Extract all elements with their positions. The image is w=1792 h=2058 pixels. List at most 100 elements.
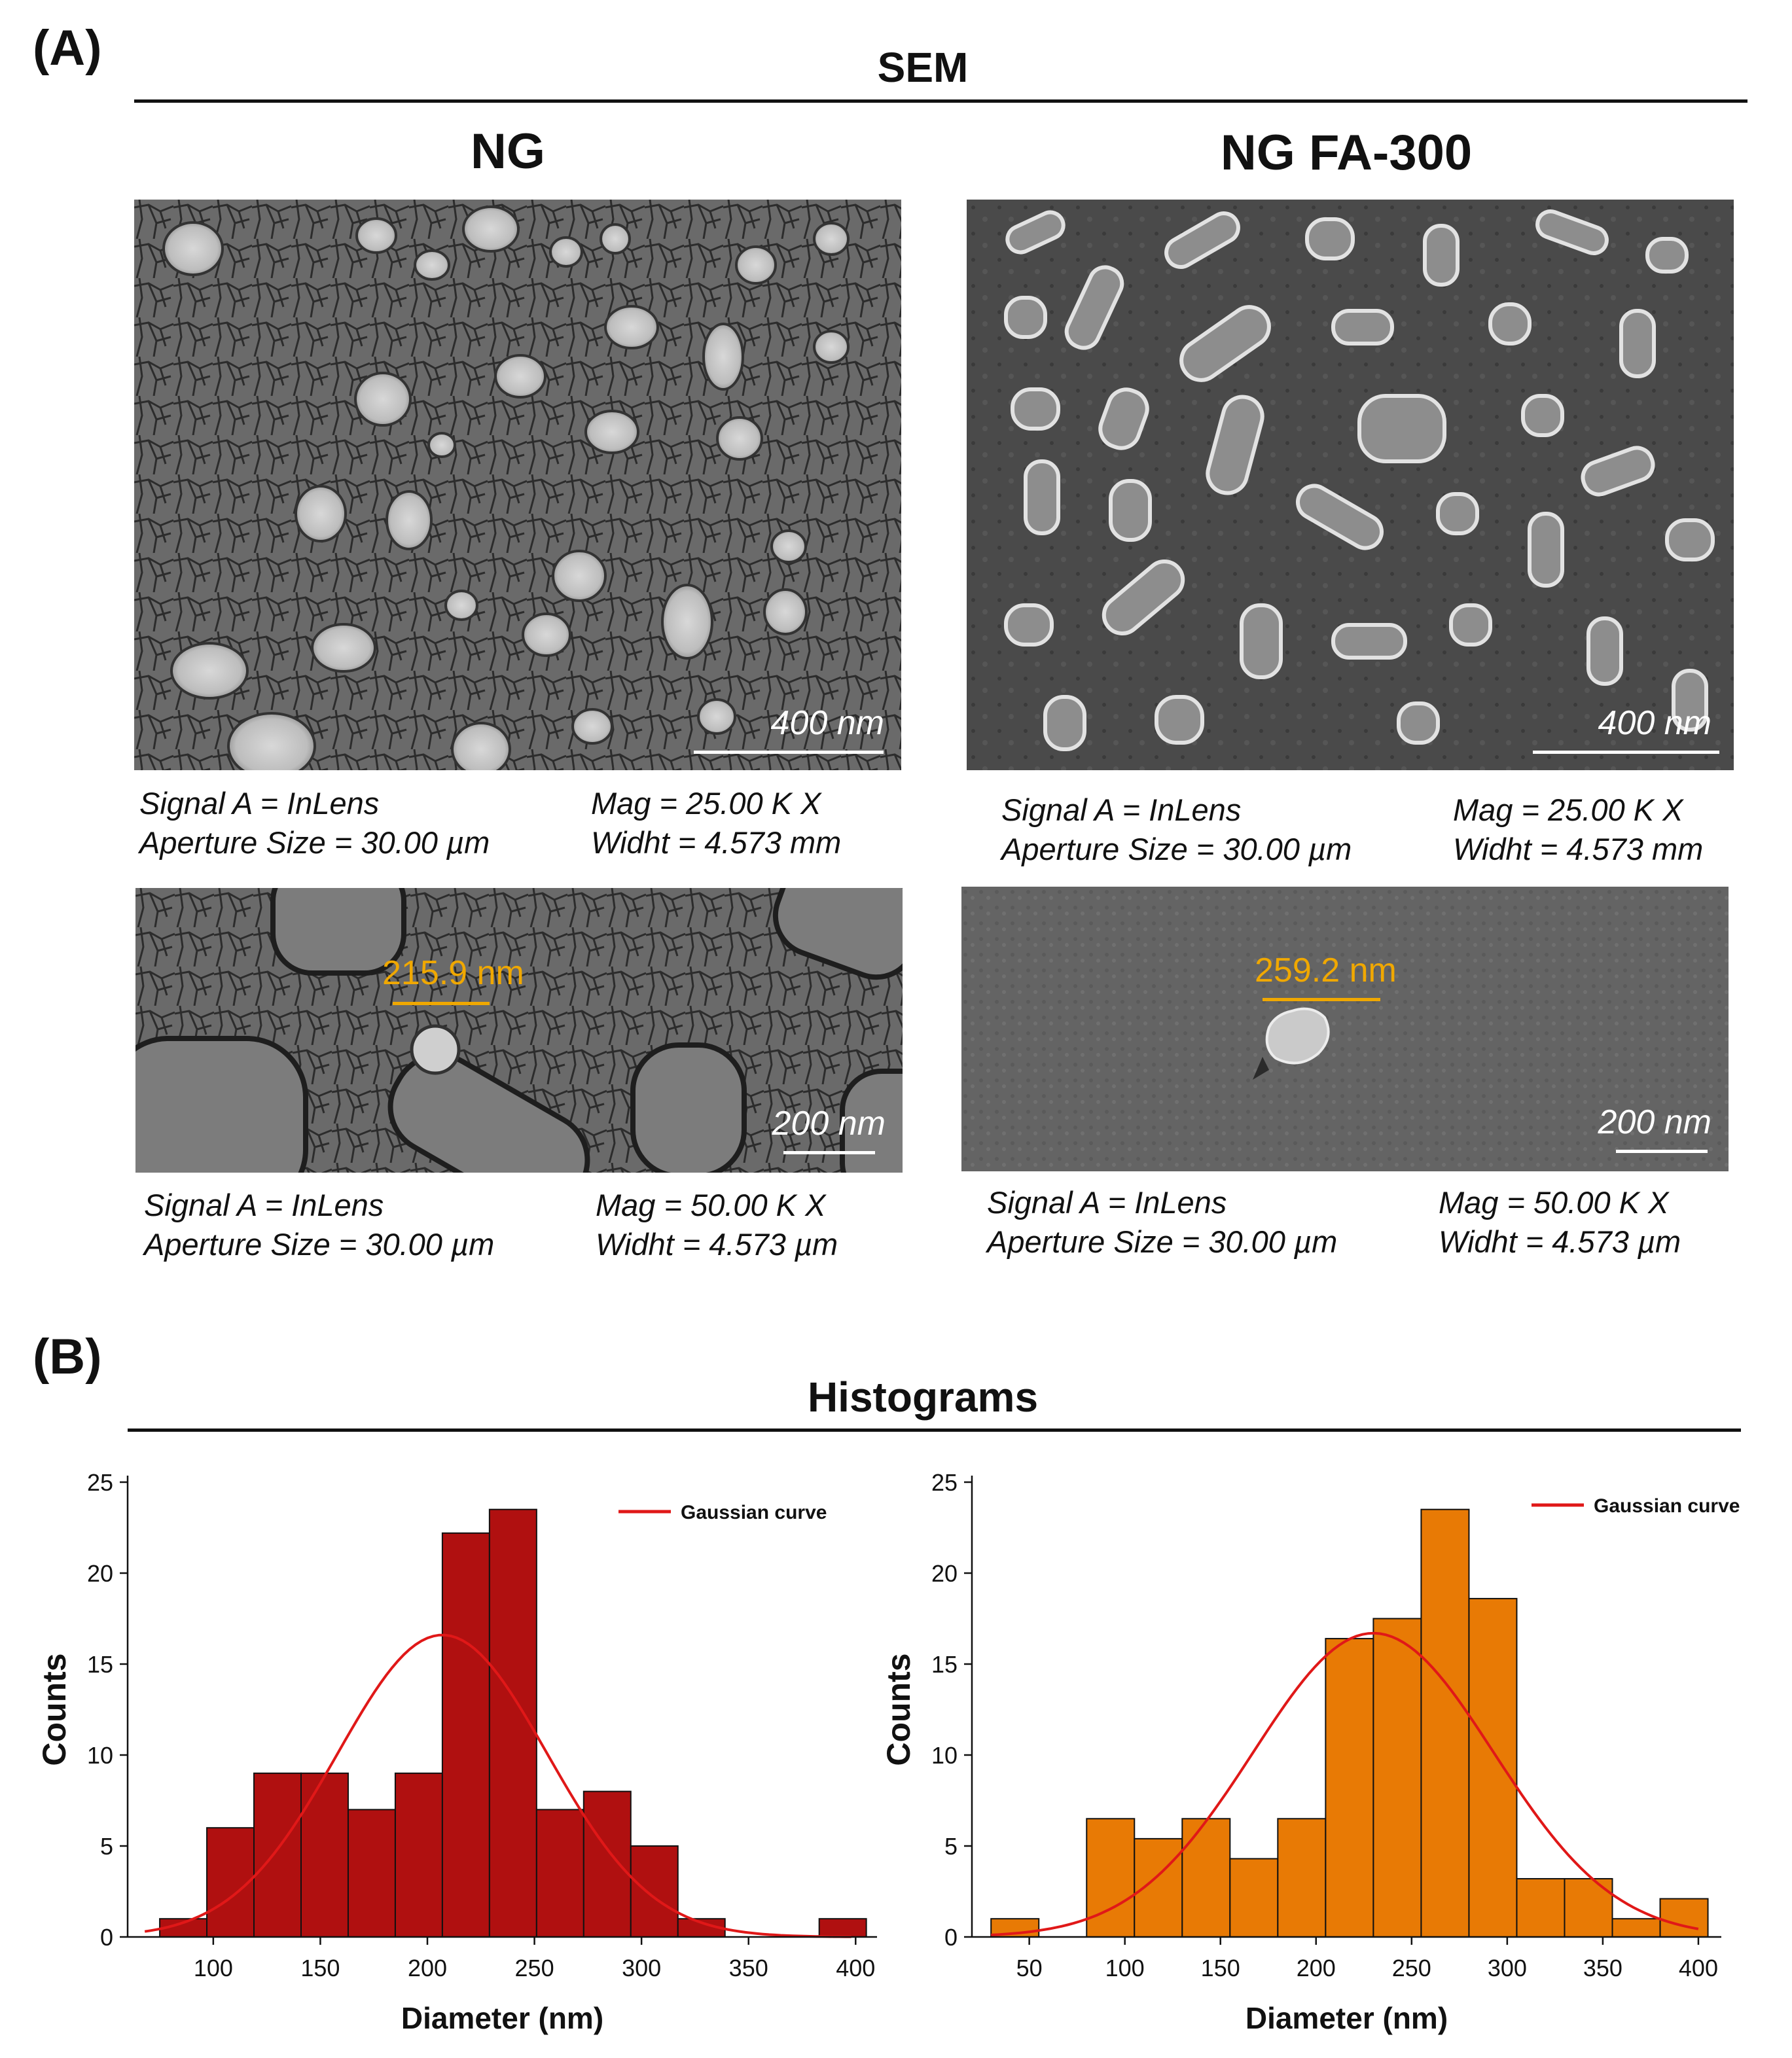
histograms-title-rule xyxy=(128,1428,1741,1432)
y-tick-label: 5 xyxy=(100,1833,113,1860)
histogram-bar xyxy=(1468,1597,1518,1938)
histogram-bar xyxy=(1372,1618,1422,1938)
measurement-bar-ng xyxy=(393,1002,490,1005)
meta-aperture: Aperture Size = 30.00 µm xyxy=(139,825,490,860)
meta-ng-fa300-25k: Signal A = InLens Aperture Size = 30.00 … xyxy=(1001,790,1352,869)
scale-label-ng-25k: 400 nm xyxy=(770,704,884,742)
measurement-label-ng-fa300: 259.2 nm xyxy=(1255,951,1397,989)
histogram-bar xyxy=(1086,1818,1136,1938)
y-tick-label: 15 xyxy=(931,1651,958,1678)
scale-label-ng-50k: 200 nm xyxy=(772,1105,886,1143)
histogram-bar xyxy=(441,1532,490,1938)
meta-signal: Signal A = InLens xyxy=(139,786,380,821)
meta-ng-25k: Signal A = InLens Aperture Size = 30.00 … xyxy=(139,784,490,862)
y-tick-label: 5 xyxy=(944,1833,958,1860)
meta-signal: Signal A = InLens xyxy=(987,1185,1227,1220)
panel-a-label: (A) xyxy=(33,20,102,76)
meta-width: Widht = 4.573 mm xyxy=(1453,832,1704,866)
histogram-bar xyxy=(347,1809,396,1938)
meta-mag: Mag = 25.00 K X xyxy=(1453,792,1683,827)
sem-image-ng-fa300-50k: 259.2 nm 200 nm xyxy=(961,887,1729,1171)
meta-mag: Mag = 25.00 K X xyxy=(591,786,821,821)
x-axis-label: Diameter (nm) xyxy=(1245,2001,1448,2035)
legend-label: Gaussian curve xyxy=(681,1502,827,1523)
y-tick-label: 10 xyxy=(87,1742,113,1769)
meta-aperture: Aperture Size = 30.00 µm xyxy=(144,1227,495,1262)
histogram-ng: 0 5 10 15 20 25 100 150 200 250 300 350 400 Diameter … xyxy=(26,1459,897,2048)
sem-section-title: SEM xyxy=(877,44,969,91)
histograms-section-title: Histograms xyxy=(807,1374,1039,1421)
histogram-ng-fa300-svg: 0 5 10 15 20 25 50 100 150 200 250 300 350 400 Diamete… xyxy=(880,1469,1740,2035)
histogram-bar xyxy=(1611,1918,1661,1938)
x-tick-label: 150 xyxy=(1201,1955,1240,1981)
histogram-bar xyxy=(582,1790,632,1938)
histogram-bar xyxy=(630,1845,679,1938)
meta-ng-50k: Signal A = InLens Aperture Size = 30.00 … xyxy=(144,1186,494,1264)
x-tick-label: 300 xyxy=(1488,1955,1527,1981)
meta-ng-fa300-50k: Signal A = InLens Aperture Size = 30.00 … xyxy=(987,1183,1337,1262)
meta-signal: Signal A = InLens xyxy=(144,1188,384,1222)
histogram-bar xyxy=(818,1918,867,1938)
legend-label: Gaussian curve xyxy=(1594,1495,1740,1517)
histogram-bar xyxy=(1516,1878,1566,1938)
sem-image-ng-fa300-25k: 400 nm xyxy=(967,200,1734,770)
histogram-bar xyxy=(1420,1508,1470,1938)
histogram-bar xyxy=(535,1809,584,1938)
sem-image-ng-50k: 215.9 nm 200 nm xyxy=(135,888,903,1173)
histogram-bar xyxy=(1659,1898,1709,1938)
histogram-bar xyxy=(1325,1638,1374,1938)
measurement-bar-ng-fa300 xyxy=(1263,998,1380,1001)
x-tick-label: 300 xyxy=(622,1955,661,1981)
y-axis-label: Counts xyxy=(36,1653,73,1765)
x-tick-label: 200 xyxy=(1297,1955,1336,1981)
ng-fa300-column-title: NG FA-300 xyxy=(1220,125,1473,181)
histogram-bar xyxy=(206,1827,255,1938)
scale-bar-ng-fa300-50k xyxy=(1616,1150,1708,1153)
histogram-bar xyxy=(1229,1858,1279,1938)
scale-label-ng-fa300-50k: 200 nm xyxy=(1598,1103,1711,1141)
x-tick-label: 350 xyxy=(729,1955,768,1981)
y-tick-label: 20 xyxy=(931,1560,958,1587)
x-tick-label: 250 xyxy=(515,1955,554,1981)
sem-title-rule xyxy=(134,99,1747,103)
scale-bar-ng-25k xyxy=(694,751,884,754)
x-axis-label: Diameter (nm) xyxy=(401,2001,603,2035)
x-tick-label: 100 xyxy=(1105,1955,1145,1981)
measurement-label-ng: 215.9 nm xyxy=(382,954,524,992)
scale-label-ng-fa300-25k: 400 nm xyxy=(1598,704,1711,742)
y-tick-label: 20 xyxy=(87,1560,113,1587)
meta-width: Widht = 4.573 µm xyxy=(596,1227,838,1262)
histogram-ng-svg: 0 5 10 15 20 25 100 150 200 250 300 350 400 Diameter … xyxy=(36,1469,877,2035)
y-axis-label: Counts xyxy=(880,1653,917,1765)
sem-image-ng-25k: 400 nm xyxy=(134,200,901,770)
histogram-bar xyxy=(394,1772,443,1938)
ng-column-title: NG xyxy=(471,124,545,179)
meta-ng-50k-right: Mag = 50.00 K X Widht = 4.573 µm xyxy=(596,1186,838,1264)
meta-ng-fa300-25k-right: Mag = 25.00 K X Widht = 4.573 mm xyxy=(1453,790,1703,869)
y-tick-label: 15 xyxy=(87,1651,113,1678)
gaussian-curve xyxy=(144,1633,851,1938)
y-tick-label: 25 xyxy=(87,1469,113,1496)
meta-signal: Signal A = InLens xyxy=(1001,792,1242,827)
x-tick-label: 250 xyxy=(1392,1955,1431,1981)
x-tick-label: 400 xyxy=(1679,1955,1718,1981)
y-tick-label: 25 xyxy=(931,1469,958,1496)
meta-aperture: Aperture Size = 30.00 µm xyxy=(987,1224,1338,1259)
meta-ng-fa300-50k-right: Mag = 50.00 K X Widht = 4.573 µm xyxy=(1439,1183,1681,1262)
y-tick-label: 10 xyxy=(931,1742,958,1769)
gaussian-curve xyxy=(991,1631,1699,1936)
histogram-bar xyxy=(1181,1818,1231,1938)
y-tick-label: 0 xyxy=(944,1924,958,1951)
y-tick-label: 0 xyxy=(100,1924,113,1951)
histogram-bar xyxy=(1564,1878,1613,1938)
histogram-bar xyxy=(300,1772,349,1938)
histogram-ng-fa300: 0 5 10 15 20 25 50 100 150 200 250 300 350 400 Diamete… xyxy=(870,1459,1787,2048)
scale-bar-ng-50k xyxy=(783,1151,875,1154)
x-tick-label: 200 xyxy=(408,1955,447,1981)
panel-b-label: (B) xyxy=(33,1329,102,1385)
x-tick-label: 400 xyxy=(836,1955,875,1981)
histogram-bar xyxy=(1277,1818,1327,1938)
meta-width: Widht = 4.573 mm xyxy=(591,825,842,860)
x-tick-label: 50 xyxy=(1016,1955,1043,1981)
x-tick-label: 100 xyxy=(194,1955,233,1981)
